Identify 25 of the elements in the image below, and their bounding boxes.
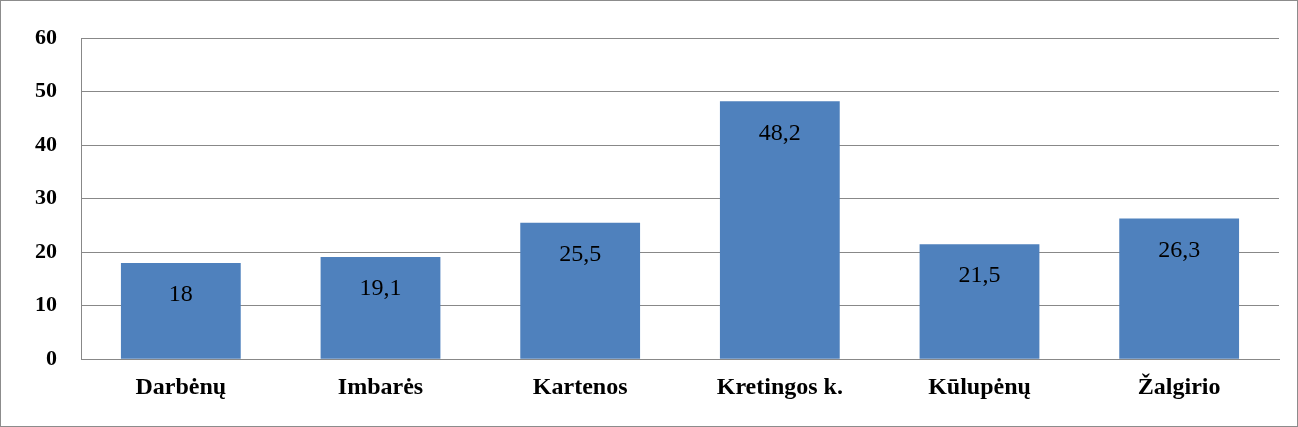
bar bbox=[520, 222, 641, 359]
bar bbox=[320, 257, 441, 359]
bar bbox=[719, 101, 840, 359]
data-label: 26,3 bbox=[1158, 235, 1201, 262]
y-tick-label: 20 bbox=[35, 237, 57, 263]
y-tick-label: 30 bbox=[35, 184, 57, 210]
data-label: 21,5 bbox=[958, 261, 1001, 288]
data-label: 18 bbox=[168, 280, 193, 307]
bar bbox=[120, 262, 241, 359]
data-label: 48,2 bbox=[758, 118, 801, 145]
y-tick-label: 10 bbox=[35, 291, 57, 317]
y-tick-label: 50 bbox=[35, 77, 57, 103]
x-tick-label: Žalgirio bbox=[1137, 372, 1221, 399]
y-tick-label: 40 bbox=[35, 130, 57, 156]
y-tick-label: 60 bbox=[35, 23, 57, 49]
data-label: 25,5 bbox=[559, 240, 602, 267]
x-tick-label: Darbėnų bbox=[135, 372, 227, 399]
bar bbox=[919, 244, 1040, 359]
x-tick-label: Kūlupėnų bbox=[928, 372, 1031, 399]
y-tick-label: 0 bbox=[46, 344, 57, 370]
x-tick-label: Imbarės bbox=[337, 372, 424, 399]
x-tick-label: Kartenos bbox=[532, 372, 628, 399]
bar bbox=[1119, 218, 1240, 359]
x-tick-label: Kretingos k. bbox=[716, 372, 843, 399]
data-label: 19,1 bbox=[359, 274, 402, 301]
